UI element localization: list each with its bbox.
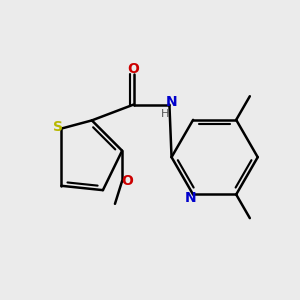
Text: N: N [185, 191, 197, 205]
Text: O: O [128, 62, 140, 76]
Text: O: O [121, 174, 133, 188]
Text: H: H [161, 109, 169, 119]
Text: S: S [53, 120, 63, 134]
Text: N: N [166, 95, 177, 109]
